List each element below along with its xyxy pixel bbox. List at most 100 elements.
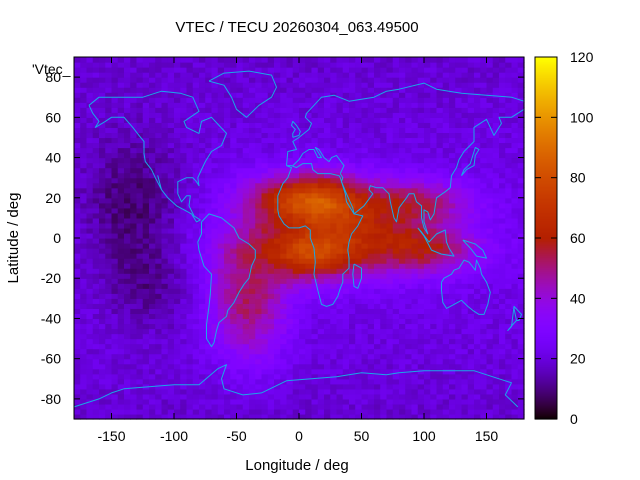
heatmap-cell [361, 293, 369, 299]
heatmap-cell [486, 107, 494, 113]
heatmap-cell [342, 202, 350, 209]
heatmap-cell [492, 207, 500, 214]
heatmap-cell [205, 147, 213, 154]
heatmap-cell [167, 278, 175, 284]
heatmap-cell [192, 393, 200, 400]
heatmap-cell [324, 162, 331, 169]
heatmap-cell [167, 67, 175, 73]
heatmap-cell [474, 348, 481, 355]
heatmap-cell [205, 212, 213, 219]
heatmap-cell [336, 333, 344, 340]
heatmap-cell [455, 378, 463, 385]
heatmap-cell [324, 248, 331, 254]
heatmap-cell [436, 378, 444, 385]
heatmap-cell [461, 398, 469, 405]
heatmap-cell [230, 308, 238, 315]
heatmap-cell [111, 413, 119, 420]
heatmap-cell [142, 152, 150, 159]
heatmap-cell [149, 152, 156, 159]
heatmap-cell [417, 92, 425, 98]
heatmap-cell [499, 393, 506, 400]
heatmap-cell [199, 403, 206, 410]
heatmap-cell [461, 283, 469, 289]
heatmap-cell [392, 207, 400, 214]
heatmap-cell [424, 152, 431, 159]
heatmap-cell [149, 318, 156, 325]
heatmap-cell [467, 112, 475, 118]
heatmap-cell [211, 232, 219, 239]
heatmap-cell [117, 278, 125, 284]
heatmap-cell [417, 167, 425, 174]
heatmap-cell [124, 298, 131, 304]
heatmap-cell [499, 107, 506, 113]
heatmap-cell [130, 268, 138, 274]
heatmap-cell [124, 318, 131, 325]
heatmap-cell [217, 177, 225, 184]
heatmap-cell [255, 303, 263, 309]
heatmap-cell [292, 67, 300, 73]
heatmap-cell [355, 72, 363, 78]
heatmap-cell [474, 77, 481, 83]
heatmap-cell [386, 112, 394, 118]
heatmap-cell [92, 283, 100, 289]
heatmap-cell [80, 348, 88, 355]
heatmap-cell [236, 238, 244, 244]
heatmap-cell [92, 182, 100, 189]
heatmap-cell [180, 192, 188, 199]
heatmap-cell [180, 358, 188, 365]
heatmap-cell [186, 142, 194, 149]
heatmap-cell [180, 172, 188, 179]
heatmap-cell [86, 403, 94, 410]
heatmap-cell [161, 273, 169, 279]
heatmap-cell [92, 408, 100, 415]
heatmap-cell [405, 238, 413, 244]
heatmap-cell [380, 197, 388, 204]
heatmap-cell [149, 398, 156, 405]
heatmap-cell [111, 328, 119, 335]
heatmap-cell [380, 413, 388, 420]
heatmap-cell [474, 217, 481, 224]
heatmap-cell [311, 298, 319, 304]
heatmap-cell [455, 388, 463, 395]
heatmap-cell [255, 172, 263, 179]
heatmap-cell [349, 333, 356, 340]
heatmap-cell [267, 207, 275, 214]
heatmap-cell [330, 393, 338, 400]
heatmap-cell [305, 378, 313, 385]
heatmap-cell [74, 333, 81, 340]
heatmap-cell [142, 338, 150, 345]
heatmap-cell [374, 207, 381, 214]
heatmap-cell [342, 147, 350, 154]
heatmap-cell [186, 57, 194, 63]
heatmap-cell [367, 348, 375, 355]
heatmap-cell [161, 278, 169, 284]
heatmap-cell [186, 403, 194, 410]
heatmap-cell [80, 207, 88, 214]
heatmap-cell [130, 333, 138, 340]
heatmap-cell [74, 212, 81, 219]
heatmap-cell [280, 393, 288, 400]
heatmap-cell [330, 388, 338, 395]
heatmap-cell [361, 338, 369, 345]
heatmap-cell [499, 202, 506, 209]
heatmap-cell [311, 338, 319, 345]
heatmap-cell [461, 82, 469, 88]
heatmap-cell [430, 192, 438, 199]
heatmap-cell [311, 62, 319, 68]
heatmap-cell [261, 167, 269, 174]
heatmap-cell [180, 217, 188, 224]
heatmap-cell [186, 172, 194, 179]
heatmap-cell [442, 273, 450, 279]
heatmap-cell [117, 107, 125, 113]
heatmap-cell [186, 147, 194, 154]
heatmap-cell [442, 97, 450, 103]
heatmap-cell [367, 112, 375, 118]
heatmap-cell [261, 273, 269, 279]
heatmap-cell [236, 142, 244, 149]
heatmap-cell [230, 318, 238, 325]
heatmap-cell [374, 192, 381, 199]
heatmap-cell [405, 268, 413, 274]
heatmap-cell [155, 403, 163, 410]
heatmap-cell [149, 72, 156, 78]
heatmap-cell [436, 122, 444, 128]
